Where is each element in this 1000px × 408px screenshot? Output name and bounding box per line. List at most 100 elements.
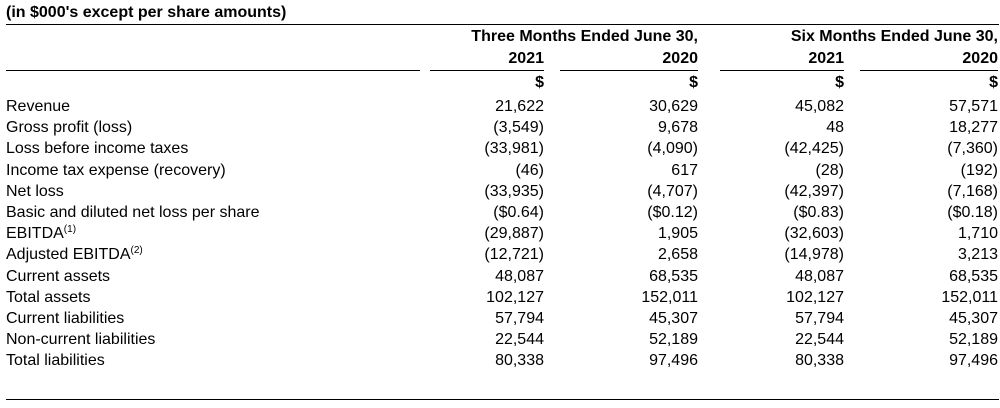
row-label: Loss before income taxes — [6, 138, 426, 159]
cell-value: 52,189 — [949, 331, 998, 349]
row-label-text: Revenue — [6, 98, 71, 115]
cell-value: 68,535 — [949, 267, 998, 285]
cell-value: 48 — [826, 119, 844, 137]
header-rule — [560, 70, 698, 71]
cell-value: 45,082 — [795, 98, 844, 115]
table-row: Adjusted EBITDA(2) (12,721) 2,658 (14,978) 3… — [6, 244, 998, 265]
cell-value: (7,168) — [947, 182, 998, 200]
header-year: 2020 — [662, 50, 698, 67]
row-label-text: Net loss — [6, 182, 64, 200]
cell-value: 617 — [671, 161, 698, 179]
table-row: EBITDA(1) (29,887) 1,905 (32,603) 1,710 — [6, 223, 998, 244]
header-rule — [430, 70, 544, 71]
cell-value: 2,658 — [657, 246, 698, 264]
table-row: Income tax expense (recovery) (46) 617 (28)… — [6, 160, 998, 181]
row-label-text: Non-current liabilities — [6, 331, 156, 349]
table-caption: (in $000's except per share amounts) — [6, 4, 287, 21]
cell-value: 48,087 — [795, 267, 844, 285]
cell-value: (14,978) — [784, 246, 844, 264]
cell-value: (46) — [515, 161, 544, 179]
cell-value: (192) — [960, 161, 998, 179]
row-label: Current assets — [6, 266, 426, 287]
header-year: 2021 — [808, 50, 844, 67]
cell-value: 102,127 — [486, 288, 544, 306]
row-label: Current liabilities — [6, 308, 426, 329]
cell-value: 1,710 — [957, 225, 998, 243]
table-row: Total liabilities 80,338 97,496 80,338 97,49… — [6, 350, 998, 371]
row-label-text: Gross profit (loss) — [6, 119, 133, 137]
currency-symbol: $ — [835, 74, 844, 91]
row-label: Total liabilities — [6, 350, 426, 371]
table-row: Current liabilities 57,794 45,307 57,794 45,… — [6, 308, 998, 329]
header-six-months: Six Months Ended June 30, — [790, 28, 998, 45]
cell-value: ($0.12) — [647, 204, 698, 222]
header-rule — [860, 70, 998, 71]
cell-value: (42,425) — [784, 140, 844, 158]
table-row: Basic and diluted net loss per share ($0.… — [6, 202, 998, 223]
cell-value: 68,535 — [649, 267, 698, 285]
row-label-text: Income tax expense (recovery) — [6, 161, 226, 179]
cell-value: 48,087 — [495, 267, 544, 285]
table-row: Current assets 48,087 68,535 48,087 68,535 — [6, 266, 998, 287]
caption-underline — [6, 24, 999, 25]
cell-value: 22,544 — [495, 331, 544, 349]
row-label-text: Loss before income taxes — [6, 140, 189, 158]
cell-value: 102,127 — [786, 288, 844, 306]
row-label-text: EBITDA — [6, 225, 64, 243]
cell-value: ($0.64) — [493, 204, 544, 222]
cell-value: 45,307 — [649, 310, 698, 328]
currency-symbol: $ — [689, 74, 698, 91]
cell-value: 22,544 — [795, 331, 844, 349]
row-label: Basic and diluted net loss per share — [6, 202, 426, 223]
row-label: Income tax expense (recovery) — [6, 160, 426, 181]
cell-value: ($0.83) — [793, 204, 844, 222]
cell-value: ($0.18) — [947, 204, 998, 222]
cell-value: 57,794 — [795, 310, 844, 328]
header-year: 2020 — [962, 50, 998, 67]
cell-value: (12,721) — [484, 246, 544, 264]
row-label-text: Total assets — [6, 288, 91, 306]
footnote-marker: (1) — [63, 224, 77, 236]
cell-value: 97,496 — [949, 352, 998, 370]
cell-value: 21,622 — [495, 98, 544, 115]
table-bottom-rule — [6, 399, 999, 400]
financial-table: Revenue 21,622 30,629 45,082 57,571 Gross pro… — [6, 96, 998, 372]
row-label-text: Total liabilities — [6, 352, 105, 370]
cell-value: 80,338 — [495, 352, 544, 370]
cell-value: (7,360) — [947, 140, 998, 158]
cell-value: 30,629 — [649, 98, 698, 115]
header-rule — [6, 70, 420, 71]
cell-value: (33,981) — [484, 140, 544, 158]
cell-value: (33,935) — [484, 182, 544, 200]
table-row: Revenue 21,622 30,629 45,082 57,571 — [6, 96, 998, 117]
cell-value: 3,213 — [957, 246, 998, 264]
cell-value: (4,707) — [647, 182, 698, 200]
cell-value: 57,794 — [495, 310, 544, 328]
cell-value: (4,090) — [647, 140, 698, 158]
cell-value: 1,905 — [657, 225, 698, 243]
cell-value: (3,549) — [493, 119, 544, 137]
row-label-text: Current assets — [6, 267, 111, 285]
cell-value: 97,496 — [649, 352, 698, 370]
row-label: Gross profit (loss) — [6, 117, 426, 138]
header-three-months: Three Months Ended June 30, — [471, 28, 698, 45]
row-label: Non-current liabilities — [6, 329, 426, 350]
cell-value: 52,189 — [649, 331, 698, 349]
row-label: Revenue — [6, 96, 426, 117]
header-rule — [720, 70, 844, 71]
row-label: Adjusted EBITDA(2) — [6, 244, 426, 265]
table-row: Net loss (33,935) (4,707) (42,397) (7,168) — [6, 181, 998, 202]
cell-value: 57,571 — [949, 98, 998, 115]
table-row: Non-current liabilities 22,544 52,189 22,54… — [6, 329, 998, 350]
row-label-text: Adjusted EBITDA — [6, 246, 131, 264]
cell-value: 80,338 — [795, 352, 844, 370]
cell-value: 45,307 — [949, 310, 998, 328]
cell-value: (28) — [815, 161, 844, 179]
footnote-marker: (2) — [130, 245, 143, 257]
cell-value: 9,678 — [657, 119, 698, 137]
cell-value: 18,277 — [949, 119, 998, 137]
header-year: 2021 — [508, 50, 544, 67]
row-label-text: Basic and diluted net loss per share — [6, 204, 260, 222]
currency-symbol: $ — [535, 74, 544, 91]
